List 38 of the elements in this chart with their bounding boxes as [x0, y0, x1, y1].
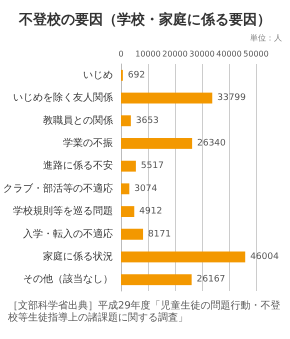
y-tick-label: いじめ — [83, 70, 113, 81]
data-label: 26167 — [196, 274, 226, 285]
data-label: 46004 — [250, 252, 280, 262]
bar — [121, 274, 192, 286]
data-label: 33799 — [217, 93, 246, 104]
bar — [121, 206, 134, 217]
x-tick-label: 20000 — [162, 50, 188, 58]
data-label: 26340 — [197, 138, 226, 148]
data-label: 692 — [128, 70, 146, 80]
bar — [121, 138, 192, 149]
data-label: 4912 — [139, 206, 162, 217]
bar — [121, 160, 136, 172]
y-tick-label: 入学・転入の不適応 — [23, 228, 113, 240]
chart-title: 不登校の要因（学校・家庭に係る要因） — [18, 11, 271, 28]
chart-subtitle: 単位：人 — [250, 34, 282, 42]
x-tick-label: 40000 — [216, 50, 242, 58]
bar — [121, 228, 144, 240]
bar — [121, 92, 212, 104]
bar — [121, 252, 246, 262]
x-tick-label: 10000 — [135, 50, 161, 58]
y-tick-label: 学業の不振 — [63, 136, 113, 149]
y-tick-label: 家庭に係る状況 — [43, 250, 113, 262]
data-label: 3653 — [136, 116, 159, 126]
y-tick-label: クラブ・部活等の不適応 — [3, 182, 113, 194]
text: ［文部科学省出典］平成29年度「児童生徒の問題行動・不登校等生徒指導上の諸課題に関する調査」 — [7, 300, 281, 324]
x-tick-label: 50000 — [243, 50, 269, 58]
x-tick-label: 0 — [118, 50, 124, 58]
y-tick-label: その他（該当なし） — [23, 273, 113, 286]
x-tick-label: 30000 — [189, 50, 215, 58]
data-label: 8171 — [148, 229, 171, 240]
y-tick-label: いじめを除く友人関係 — [13, 92, 113, 104]
y-tick-label: 進路に係る不安 — [43, 160, 113, 172]
bar — [121, 183, 130, 194]
y-tick-label: 教職員との関係 — [43, 114, 113, 126]
data-label: 3074 — [134, 184, 158, 194]
bar — [121, 115, 131, 126]
y-tick-label: 学校規則等を巡る問題 — [13, 205, 113, 218]
data-label: 5517 — [140, 161, 164, 172]
